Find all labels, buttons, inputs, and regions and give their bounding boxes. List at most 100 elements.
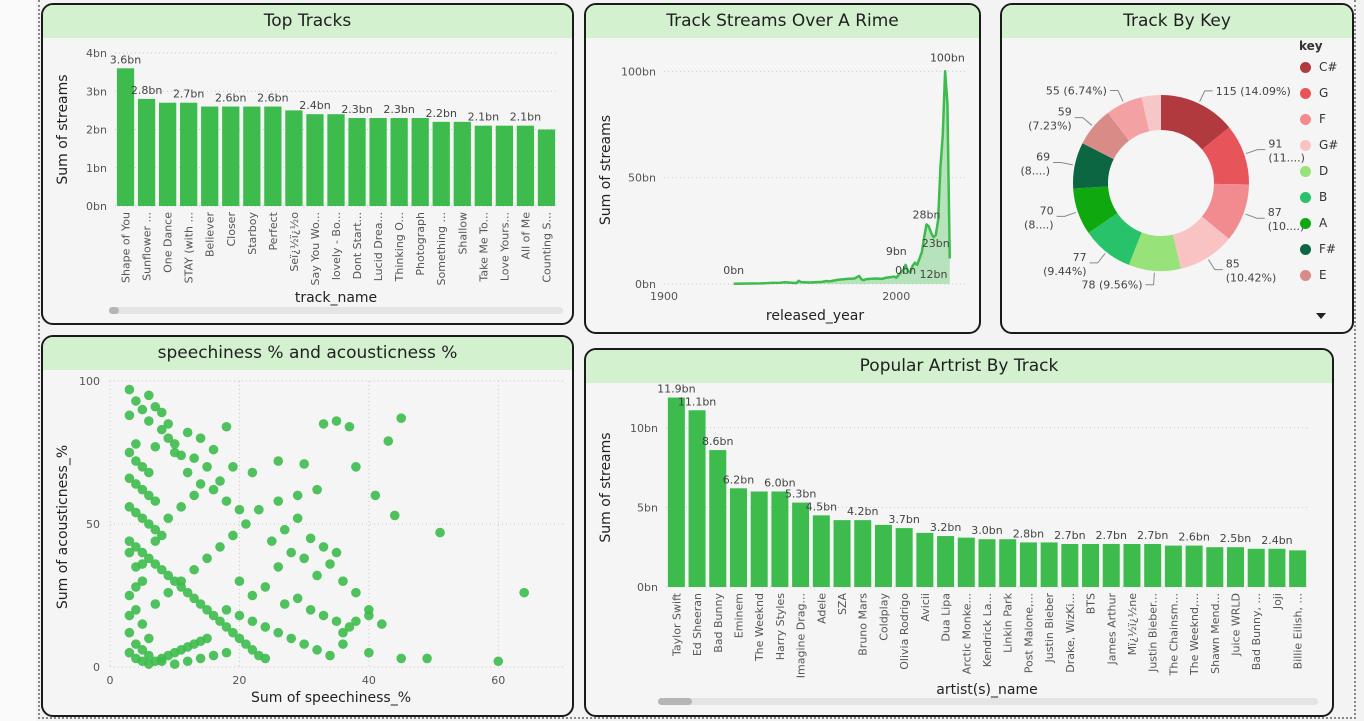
top-tracks-scrollbar[interactable]	[109, 307, 563, 314]
top-tracks-scroll-thumb[interactable]	[109, 307, 119, 314]
scatter-point	[435, 527, 445, 538]
x-tick-label: Shallow	[456, 212, 469, 255]
scatter-point	[124, 536, 135, 546]
legend-color-dot	[1300, 243, 1311, 255]
bar-data-label: 2.7bn	[1137, 529, 1168, 542]
x-tick-label: Mï¿½ï¿½ne	[1126, 593, 1139, 656]
track-by-key-card[interactable]: Track By Key 115 (14.09%) 91 (11....) 87 (10…	[1000, 3, 1354, 334]
bar-data-label: 2.8bn	[131, 84, 162, 97]
streams-over-time-card[interactable]: Track Streams Over A Rime 0bn 50bn 100bn 19…	[584, 3, 981, 334]
scatter-point	[137, 462, 148, 472]
bar	[348, 118, 366, 206]
bar	[116, 68, 135, 206]
scatter-point	[144, 467, 154, 478]
legend-item[interactable]: F	[1300, 112, 1326, 126]
bar	[895, 528, 913, 587]
legend-label: G	[1319, 86, 1329, 100]
x-tick-label: One Dance	[162, 212, 175, 273]
scatter-point	[312, 484, 322, 495]
bar	[771, 491, 789, 587]
scatter-point	[131, 456, 141, 466]
scatter-point	[144, 633, 154, 644]
scatter-point	[273, 456, 284, 466]
legend-title: key	[1299, 39, 1323, 53]
bar-data-label: 2.1bn	[510, 111, 541, 124]
scatter-point	[144, 416, 154, 426]
scatter-point	[247, 467, 258, 478]
scatter-point	[150, 559, 161, 569]
scatter-point	[254, 504, 264, 515]
scatter-point	[144, 650, 154, 661]
bar-data-label: 2.6bn	[1178, 531, 1209, 544]
scatter-point	[234, 576, 245, 586]
bar	[874, 524, 892, 587]
scatter-point	[124, 473, 135, 484]
legend-item[interactable]: B	[1300, 190, 1327, 204]
scatter-point	[338, 627, 348, 638]
donut-leader-line	[1199, 90, 1213, 102]
bar	[1019, 542, 1037, 587]
scatter-point	[182, 467, 193, 478]
legend-item[interactable]: G#	[1300, 138, 1338, 152]
bar-data-label: 3.0bn	[971, 524, 1002, 537]
scatter-point	[260, 582, 271, 592]
donut-leader-line	[1208, 259, 1223, 271]
line-data-label: 0bn	[723, 264, 744, 277]
donut-data-label: (10.42%)	[1226, 272, 1277, 285]
top-tracks-chart[interactable]: 0bn 1bn 2bn 3bn 4bn 3.6bn Shape of You 2.8bn Sun…	[43, 5, 574, 325]
scatter-point	[228, 462, 238, 472]
speechiness-acousticness-scatter[interactable]: 0 50 100 0 20 40 60 Sum of speechiness_% Sum of …	[43, 337, 574, 717]
x-tick-label: Justin Bieber...	[1147, 593, 1160, 673]
bar-data-label: 2.4bn	[299, 99, 330, 112]
legend-label: F	[1319, 112, 1326, 126]
x-tick-label: Dua Lipa	[940, 593, 953, 642]
scatter-point	[279, 524, 290, 535]
donut-data-label: (8....)	[1021, 164, 1051, 177]
track-by-key-title: Track By Key	[1002, 5, 1352, 38]
x-tick-label: Olivia Rodrigo	[898, 593, 911, 670]
donut-data-label: 78 (9.56%)	[1082, 279, 1143, 292]
x-tick-label: Eminem	[732, 593, 745, 638]
scatter-point	[182, 587, 193, 598]
scatter-point	[215, 616, 225, 627]
legend-item[interactable]: G	[1300, 86, 1328, 100]
speechiness-acousticness-card[interactable]: speechiness % and acousticness % 0 50 100 0…	[41, 335, 574, 717]
x-tick-label: Love Yours...	[498, 212, 511, 281]
popular-artist-chart[interactable]: 0bn 5bn 10bn 11.9bn Taylor Swift 11.1bn Ed She…	[586, 350, 1334, 717]
bar	[937, 536, 955, 587]
popular-artist-scroll-thumb[interactable]	[658, 698, 692, 705]
legend-item[interactable]: C#	[1300, 60, 1337, 74]
bar	[1040, 542, 1058, 587]
popular-artist-card[interactable]: Popular Artrist By Track 0bn 5bn 10bn 11.9b…	[584, 348, 1334, 717]
x-tick-label: Lucid Drea...	[372, 212, 385, 281]
scatter-point	[228, 627, 238, 638]
scatter-point	[305, 533, 316, 544]
legend-item[interactable]: F#	[1300, 242, 1336, 256]
legend-item[interactable]: A	[1300, 216, 1327, 230]
bar	[1164, 545, 1182, 587]
scatter-point	[208, 484, 219, 495]
top-tracks-card[interactable]: Top Tracks 0bn 1bn 2bn 3bn 4bn 3.6bn Shape of …	[41, 3, 574, 325]
scatter-point	[124, 627, 135, 638]
x-tick-label: 2000	[882, 290, 910, 303]
scatter-point	[131, 582, 141, 592]
donut-data-label: 70	[1040, 204, 1054, 217]
legend-more-arrow-icon[interactable]	[1316, 313, 1326, 319]
streams-over-time-chart[interactable]: 0bn 50bn 100bn 1900 2000 0bn 9bn 0bn 28bn 100bn 23…	[586, 5, 981, 334]
line-data-label: 23bn	[922, 237, 950, 250]
track-by-key-donut[interactable]: 115 (14.09%) 91(11....) 87(10....) 85(10.42…	[1002, 5, 1354, 334]
donut-slice	[1201, 183, 1249, 239]
y-axis-title: Sum of acousticness_%	[55, 445, 71, 609]
x-tick-label: Coldplay	[877, 593, 890, 641]
scatter-point	[241, 639, 251, 649]
scatter-point	[234, 610, 245, 621]
popular-artist-scrollbar[interactable]	[658, 698, 1318, 705]
legend-item[interactable]: E	[1300, 268, 1327, 282]
donut-slice	[1073, 186, 1118, 233]
scatter-point	[169, 659, 180, 669]
scatter-point	[131, 542, 141, 552]
scatter-point	[131, 605, 141, 615]
x-tick-label: Bad Bunny, ...	[1250, 593, 1263, 670]
legend-item[interactable]: D	[1300, 164, 1328, 178]
scatter-point	[241, 519, 251, 529]
